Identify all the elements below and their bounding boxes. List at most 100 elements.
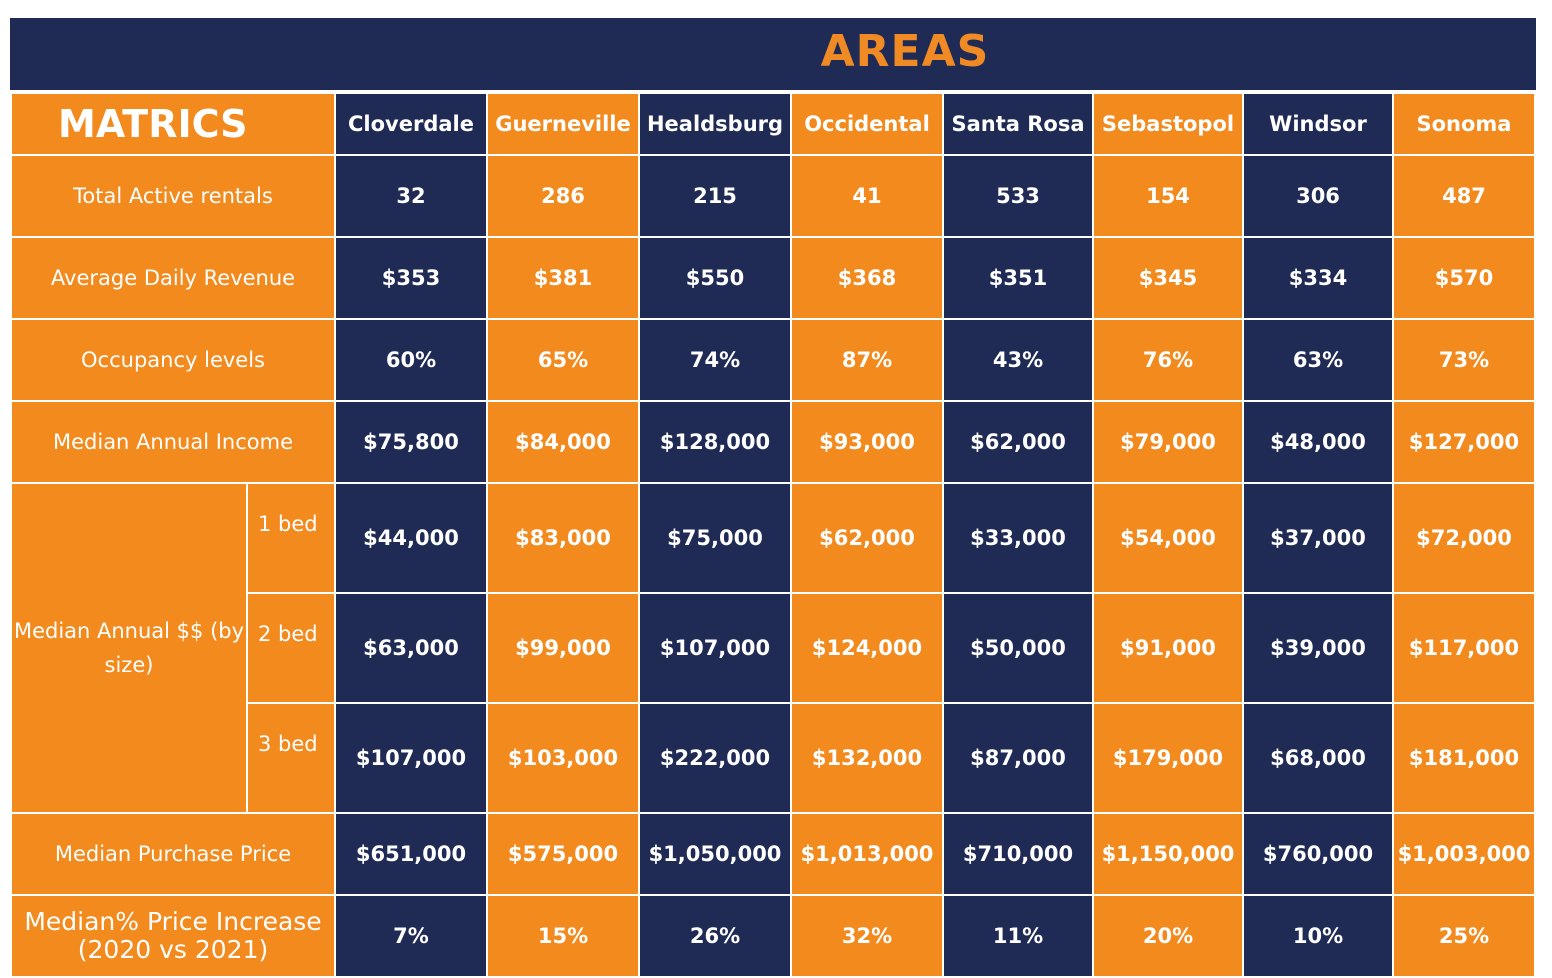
table-cell: 87% xyxy=(790,318,944,402)
table-cell: 73% xyxy=(1392,318,1536,402)
table-cell: $345 xyxy=(1092,236,1244,320)
table-cell: 15% xyxy=(486,894,640,978)
table-row: Median Purchase Price $651,000 $575,000 … xyxy=(10,812,1536,896)
table-cell: $63,000 xyxy=(334,592,488,704)
table-cell: 32 xyxy=(334,154,488,238)
table-cell: 43% xyxy=(942,318,1094,402)
table-cell: $181,000 xyxy=(1392,702,1536,814)
row-group-label: Median Annual $$ (by size) xyxy=(10,482,247,814)
size-label: 3 bed xyxy=(246,702,336,814)
table-cell: $87,000 xyxy=(942,702,1094,814)
table-cell: $75,000 xyxy=(638,482,792,594)
corner-label: MATRICS xyxy=(10,92,336,156)
table-cell: $75,800 xyxy=(334,400,488,484)
area-header: Healdsburg xyxy=(638,92,792,156)
table-cell: $1,003,000 xyxy=(1392,812,1536,896)
row-label: Average Daily Revenue xyxy=(10,236,336,320)
area-header: Santa Rosa xyxy=(942,92,1094,156)
table-cell: $83,000 xyxy=(486,482,640,594)
table-cell: $1,050,000 xyxy=(638,812,792,896)
row-label: Median Annual Income xyxy=(10,400,336,484)
area-header: Guerneville xyxy=(486,92,640,156)
table-cell: $48,000 xyxy=(1242,400,1394,484)
table-cell: 11% xyxy=(942,894,1094,978)
table-cell: $37,000 xyxy=(1242,482,1394,594)
table-cell: $710,000 xyxy=(942,812,1094,896)
table-cell: $99,000 xyxy=(486,592,640,704)
table-row: Median Annual $$ (by size) 1 bed $44,000… xyxy=(10,482,1536,814)
table-cell: $62,000 xyxy=(790,482,944,594)
table-cell: $124,000 xyxy=(790,592,944,704)
table-row: Median% Price Increase (2020 vs 2021) 7%… xyxy=(10,894,1536,978)
table-cell: 7% xyxy=(334,894,488,978)
table-cell: 41 xyxy=(790,154,944,238)
page-title: AREAS xyxy=(820,26,990,77)
table-cell: $368 xyxy=(790,236,944,320)
table-cell: 26% xyxy=(638,894,792,978)
table-cell: $127,000 xyxy=(1392,400,1536,484)
table-row: Average Daily Revenue $353 $381 $550 $36… xyxy=(10,236,1536,320)
table-cell: $117,000 xyxy=(1392,592,1536,704)
table-cell: 487 xyxy=(1392,154,1536,238)
size-label: 1 bed xyxy=(246,482,336,594)
row-label: Total Active rentals xyxy=(10,154,336,238)
areas-table-graphic: AREAS MATRICS Cloverdale Guerneville Hea… xyxy=(10,18,1536,978)
table-cell: 32% xyxy=(790,894,944,978)
table-cell: $103,000 xyxy=(486,702,640,814)
table-cell: 65% xyxy=(486,318,640,402)
table-cell: $760,000 xyxy=(1242,812,1394,896)
row-label: Occupancy levels xyxy=(10,318,336,402)
table-cell: $550 xyxy=(638,236,792,320)
metrics-table: MATRICS Cloverdale Guerneville Healdsbur… xyxy=(10,92,1536,978)
area-header: Sonoma xyxy=(1392,92,1536,156)
table-cell: $570 xyxy=(1392,236,1536,320)
area-header: Sebastopol xyxy=(1092,92,1244,156)
table-cell: 154 xyxy=(1092,154,1244,238)
table-cell: 60% xyxy=(334,318,488,402)
table-cell: 10% xyxy=(1242,894,1394,978)
table-cell: 25% xyxy=(1392,894,1536,978)
title-bar: AREAS xyxy=(10,18,1536,90)
table-cell: $132,000 xyxy=(790,702,944,814)
table-cell: 74% xyxy=(638,318,792,402)
row-label: Median Purchase Price xyxy=(10,812,336,896)
table-cell: $651,000 xyxy=(334,812,488,896)
table-cell: $33,000 xyxy=(942,482,1094,594)
table-row: Occupancy levels 60% 65% 74% 87% 43% 76%… xyxy=(10,318,1536,402)
header-row: MATRICS Cloverdale Guerneville Healdsbur… xyxy=(10,92,1536,156)
table-cell: $1,013,000 xyxy=(790,812,944,896)
table-cell: $334 xyxy=(1242,236,1394,320)
size-label: 2 bed xyxy=(246,592,336,704)
table-cell: $179,000 xyxy=(1092,702,1244,814)
table-row: 3 bed $107,000 $103,000 $222,000 $132,00… xyxy=(11,702,1536,814)
table-cell: $39,000 xyxy=(1242,592,1394,704)
table-cell: 76% xyxy=(1092,318,1244,402)
table-cell: 286 xyxy=(486,154,640,238)
table-cell: $84,000 xyxy=(486,400,640,484)
table-cell: $54,000 xyxy=(1092,482,1244,594)
table-cell: $50,000 xyxy=(942,592,1094,704)
table-row: Total Active rentals 32 286 215 41 533 1… xyxy=(10,154,1536,238)
area-header: Cloverdale xyxy=(334,92,488,156)
table-cell: $351 xyxy=(942,236,1094,320)
table-cell: $222,000 xyxy=(638,702,792,814)
table-cell: $381 xyxy=(486,236,640,320)
table-cell: $107,000 xyxy=(334,702,488,814)
table-cell: $91,000 xyxy=(1092,592,1244,704)
table-cell: $107,000 xyxy=(638,592,792,704)
table-cell: $62,000 xyxy=(942,400,1094,484)
table-cell: 63% xyxy=(1242,318,1394,402)
row-label: Median% Price Increase (2020 vs 2021) xyxy=(10,894,336,978)
table-row: 2 bed $63,000 $99,000 $107,000 $124,000 … xyxy=(11,592,1536,704)
table-cell: $575,000 xyxy=(486,812,640,896)
table-cell: $68,000 xyxy=(1242,702,1394,814)
table-cell: $44,000 xyxy=(334,482,488,594)
table-cell: $353 xyxy=(334,236,488,320)
area-header: Occidental xyxy=(790,92,944,156)
table-cell: 215 xyxy=(638,154,792,238)
table-cell: $1,150,000 xyxy=(1092,812,1244,896)
table-cell: 533 xyxy=(942,154,1094,238)
table-row: Median Annual Income $75,800 $84,000 $12… xyxy=(10,400,1536,484)
table-cell: $79,000 xyxy=(1092,400,1244,484)
table-cell: 20% xyxy=(1092,894,1244,978)
